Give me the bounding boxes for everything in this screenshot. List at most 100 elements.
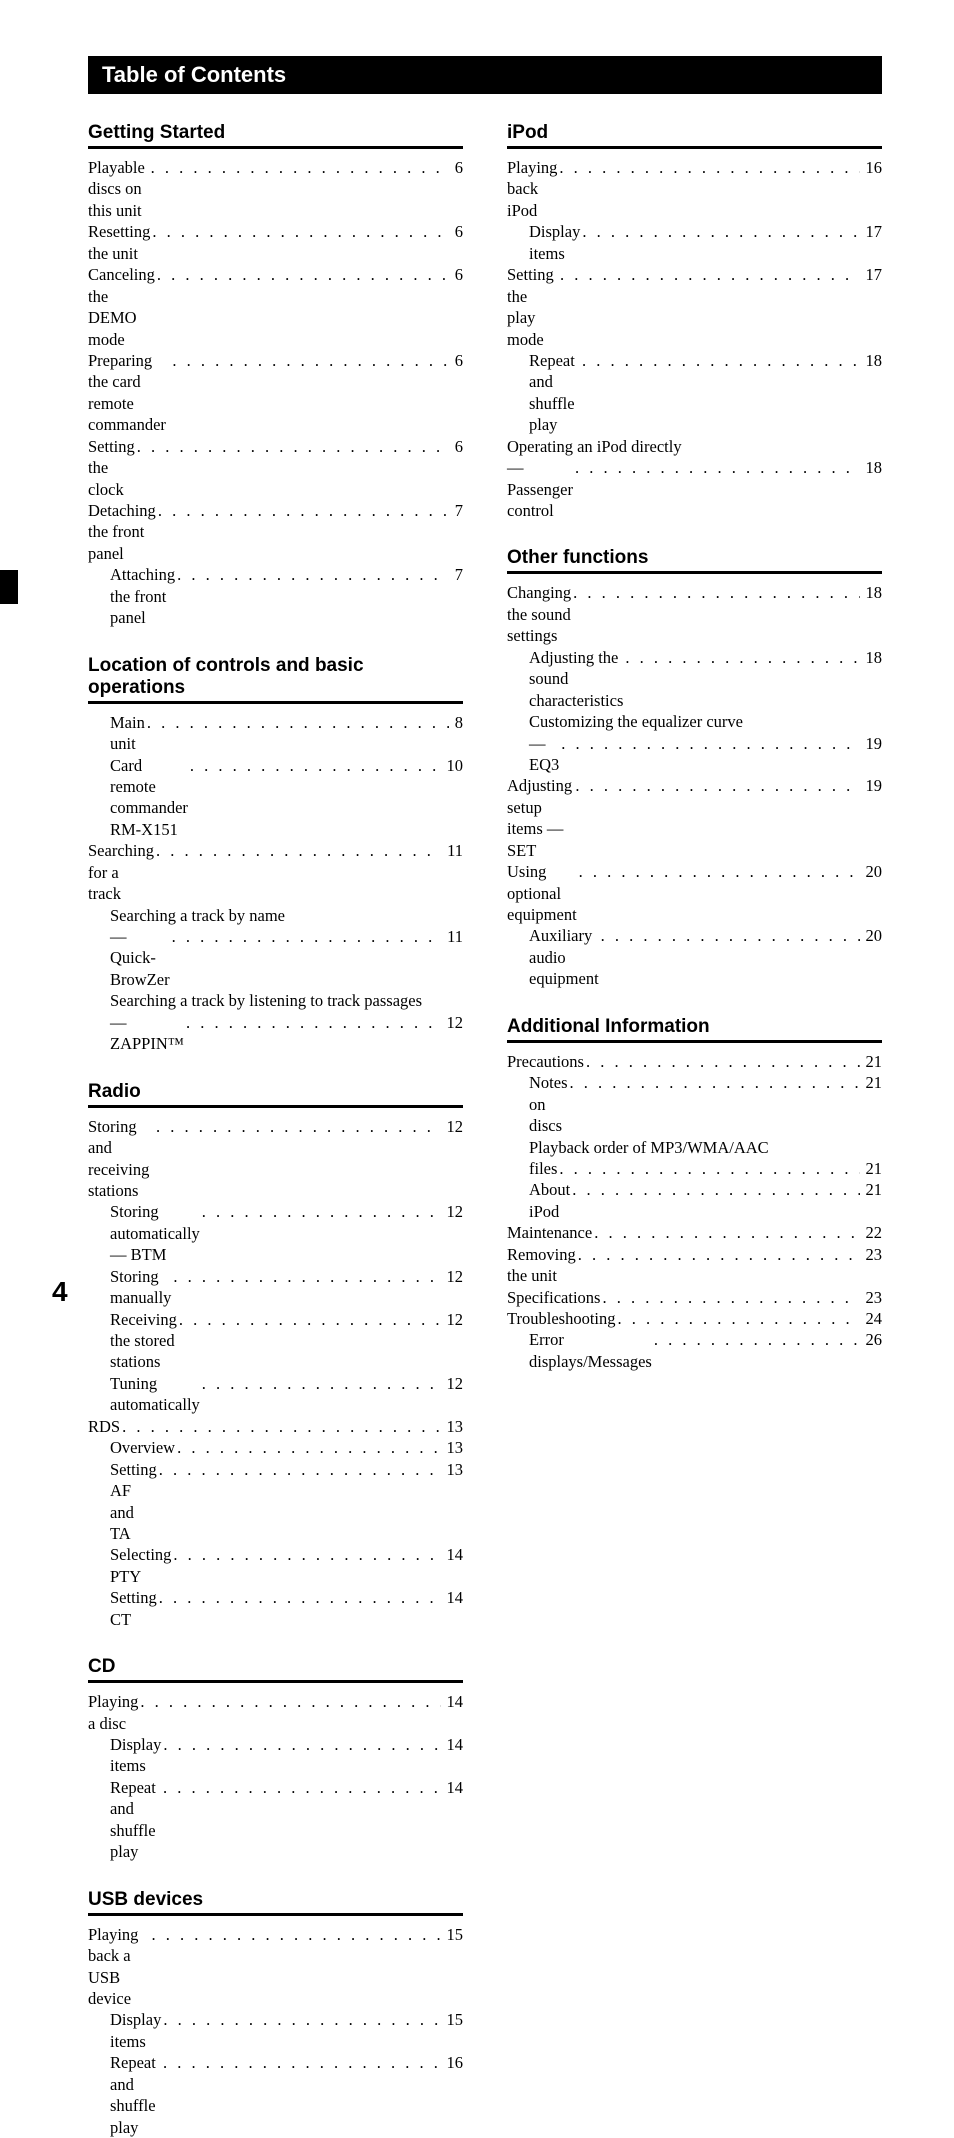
toc-entry: Playing back a USB device. . . . . . . .… xyxy=(88,1924,463,2010)
toc-entry-page: 21 xyxy=(862,1179,883,1200)
toc-entry-label: Using optional equipment xyxy=(507,861,577,925)
toc-leader-dots: . . . . . . . . . . . . . . . . . . . . … xyxy=(582,221,859,242)
toc-entry-page: 6 xyxy=(451,264,463,285)
toc-entry-label: Storing manually xyxy=(110,1266,171,1309)
toc-entry-label: Repeat and shuffle play xyxy=(529,350,580,436)
toc-entry: Customizing the equalizer curve xyxy=(529,711,882,732)
toc-entry-page: 13 xyxy=(443,1416,464,1437)
toc-entry: Setting AF and TA. . . . . . . . . . . .… xyxy=(110,1459,463,1545)
toc-leader-dots: . . . . . . . . . . . . . . . . . . . . … xyxy=(163,2009,440,2030)
toc-entry-page: 20 xyxy=(862,861,883,882)
toc-leader-dots: . . . . . . . . . . . . . . . . . . . . … xyxy=(579,861,860,882)
toc-entry-page: 12 xyxy=(443,1373,464,1394)
toc-entry-label: Attaching the front panel xyxy=(110,564,175,628)
toc-entry: Specifications. . . . . . . . . . . . . … xyxy=(507,1287,882,1308)
toc-entry: Adjusting the sound characteristics. . .… xyxy=(529,647,882,711)
toc-entry-page: 18 xyxy=(862,350,883,371)
toc-entry: — ZAPPIN™. . . . . . . . . . . . . . . .… xyxy=(110,1012,463,1055)
toc-entry-label: Display items xyxy=(529,221,580,264)
toc-leader-dots: . . . . . . . . . . . . . . . . . . . . … xyxy=(586,1051,860,1072)
toc-entry: Playable discs on this unit. . . . . . .… xyxy=(88,157,463,221)
toc-entry-label: Storing and receiving stations xyxy=(88,1116,154,1202)
toc-entry: Playing a disc. . . . . . . . . . . . . … xyxy=(88,1691,463,1734)
toc-entry-label: Adjusting setup items — SET xyxy=(507,775,573,861)
toc-leader-dots: . . . . . . . . . . . . . . . . . . . . … xyxy=(560,264,860,285)
toc-entry: Adjusting setup items — SET. . . . . . .… xyxy=(507,775,882,861)
toc-leader-dots: . . . . . . . . . . . . . . . . . . . . … xyxy=(594,1222,859,1243)
section-heading: Getting Started xyxy=(88,122,463,149)
toc-entry: Repeat and shuffle play. . . . . . . . .… xyxy=(110,1777,463,1863)
page-number: 4 xyxy=(52,1276,68,1308)
toc-leader-dots: . . . . . . . . . . . . . . . . . . . . … xyxy=(152,221,448,242)
section-heading: iPod xyxy=(507,122,882,149)
toc-entry: Preparing the card remote commander. . .… xyxy=(88,350,463,436)
page-title-bar: Table of Contents xyxy=(88,56,882,94)
toc-entry-page: 6 xyxy=(451,350,463,371)
toc-entry: Resetting the unit. . . . . . . . . . . … xyxy=(88,221,463,264)
toc-leader-dots: . . . . . . . . . . . . . . . . . . . . … xyxy=(156,840,441,861)
toc-entry: RDS. . . . . . . . . . . . . . . . . . .… xyxy=(88,1416,463,1437)
toc-leader-dots: . . . . . . . . . . . . . . . . . . . . … xyxy=(202,1201,441,1222)
toc-entry: Troubleshooting. . . . . . . . . . . . .… xyxy=(507,1308,882,1329)
toc-entry-page: 22 xyxy=(862,1222,883,1243)
toc-leader-dots: . . . . . . . . . . . . . . . . . . . . … xyxy=(173,1544,440,1565)
toc-entry-label: Storing automatically — BTM xyxy=(110,1201,200,1265)
toc-entry-label: Changing the sound settings xyxy=(507,582,571,646)
toc-entry: Repeat and shuffle play. . . . . . . . .… xyxy=(110,2052,463,2138)
toc-entry-page: 26 xyxy=(862,1329,883,1350)
toc-entry-label: Resetting the unit xyxy=(88,221,150,264)
toc-entry: Card remote commander RM-X151. . . . . .… xyxy=(110,755,463,841)
section-heading: USB devices xyxy=(88,1889,463,1916)
toc-left-column: Getting Started Playable discs on this un… xyxy=(88,122,463,2138)
toc-leader-dots: . . . . . . . . . . . . . . . . . . . . … xyxy=(625,647,859,668)
toc-entry-label: Main unit xyxy=(110,712,145,755)
toc-entry: Repeat and shuffle play. . . . . . . . .… xyxy=(529,350,882,436)
toc-leader-dots: . . . . . . . . . . . . . . . . . . . . … xyxy=(186,1012,441,1033)
toc-entry-page: 17 xyxy=(862,264,883,285)
toc-entry-label: Display items xyxy=(110,2009,161,2052)
toc-entry: Selecting PTY. . . . . . . . . . . . . .… xyxy=(110,1544,463,1587)
toc-entry-label: Notes on discs xyxy=(529,1072,568,1136)
toc-entry-page: 12 xyxy=(443,1201,464,1222)
toc-entry: Changing the sound settings. . . . . . .… xyxy=(507,582,882,646)
toc-leader-dots: . . . . . . . . . . . . . . . . . . . . … xyxy=(654,1329,860,1350)
toc-entry-label: Canceling the DEMO mode xyxy=(88,264,155,350)
toc-entry-page: 10 xyxy=(443,755,464,776)
toc-entry: Searching for a track. . . . . . . . . .… xyxy=(88,840,463,904)
toc-leader-dots: . . . . . . . . . . . . . . . . . . . . … xyxy=(140,1691,440,1712)
toc-entry-label: Card remote commander RM-X151 xyxy=(110,755,188,841)
toc-leader-dots: . . . . . . . . . . . . . . . . . . . . … xyxy=(602,1287,859,1308)
toc-entry: Receiving the stored stations. . . . . .… xyxy=(110,1309,463,1373)
toc-entry-page: 8 xyxy=(451,712,463,733)
toc-entry-page: 18 xyxy=(862,582,883,603)
toc-entry-label: Playing a disc xyxy=(88,1691,138,1734)
toc-leader-dots: . . . . . . . . . . . . . . . . . . . . … xyxy=(173,1266,440,1287)
toc-entry-page: 6 xyxy=(451,436,463,457)
toc-entry: Operating an iPod directly xyxy=(507,436,882,457)
toc-entry-page: 21 xyxy=(862,1072,883,1093)
toc-entry-label: Adjusting the sound characteristics xyxy=(529,647,623,711)
toc-entry: Detaching the front panel. . . . . . . .… xyxy=(88,500,463,564)
toc-entry-page: 16 xyxy=(443,2052,464,2073)
toc-leader-dots: . . . . . . . . . . . . . . . . . . . . … xyxy=(578,1244,860,1265)
toc-leader-dots: . . . . . . . . . . . . . . . . . . . . … xyxy=(561,733,859,754)
toc-entry-label: — Passenger control xyxy=(507,457,573,521)
toc-entry: Searching a track by name xyxy=(110,905,463,926)
toc-entry: About iPod. . . . . . . . . . . . . . . … xyxy=(529,1179,882,1222)
toc-entry-label: Troubleshooting xyxy=(507,1308,616,1329)
toc-entry-label: Operating an iPod directly xyxy=(507,436,682,457)
toc-entry-page: 12 xyxy=(443,1116,464,1137)
toc-entry-label: Searching for a track xyxy=(88,840,154,904)
toc-entry-page: 12 xyxy=(443,1309,464,1330)
toc-entry-label: Playable discs on this unit xyxy=(88,157,149,221)
toc-entry-label: RDS xyxy=(88,1416,120,1437)
section-heading: Radio xyxy=(88,1081,463,1108)
page-title: Table of Contents xyxy=(102,62,286,87)
toc-entry-page: 11 xyxy=(443,926,463,947)
toc-entry: — Quick-BrowZer. . . . . . . . . . . . .… xyxy=(110,926,463,990)
toc-entry: Display items. . . . . . . . . . . . . .… xyxy=(529,221,882,264)
toc-entry-label: Setting CT xyxy=(110,1587,157,1630)
toc-entry-page: 11 xyxy=(443,840,463,861)
toc-entry-page: 14 xyxy=(443,1544,464,1565)
toc-entry: Display items. . . . . . . . . . . . . .… xyxy=(110,2009,463,2052)
